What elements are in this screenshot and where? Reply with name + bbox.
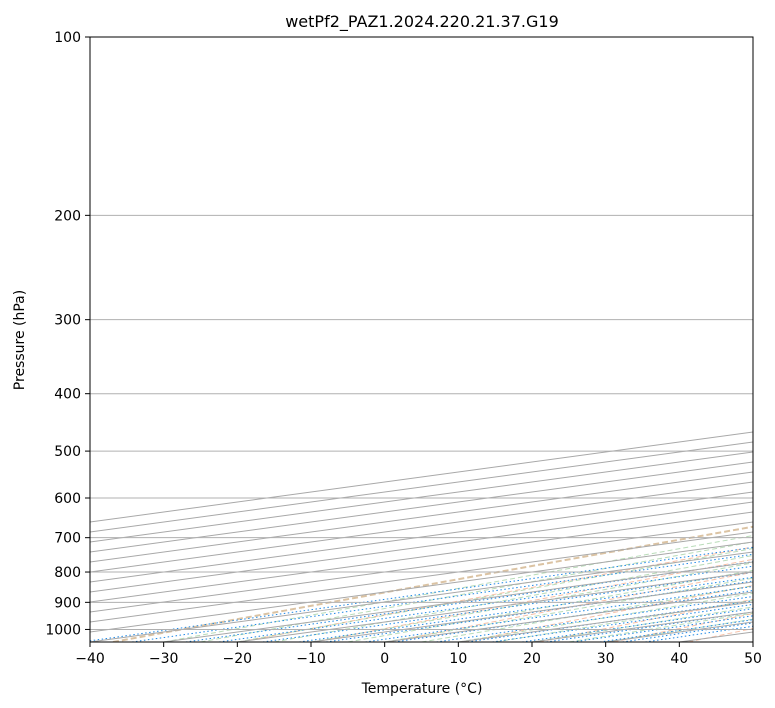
dry-adiabat [763,37,775,642]
dry-adiabat [314,558,753,642]
y-tick-label: 500 [54,444,81,460]
moist-adiabat [568,612,753,642]
isotherm [90,501,753,593]
y-tick-label: 800 [54,565,81,581]
dry-adiabat [389,571,753,642]
dry-adiabat [464,585,753,642]
moist-adiabat [237,548,753,642]
dry-adiabat [239,546,753,642]
isotherm [90,551,753,642]
mixing-ratio-line [436,596,753,642]
y-tick-label: 600 [54,491,81,507]
moist-adiabat [531,606,753,642]
y-tick-label: 900 [54,595,81,611]
mixing-ratio-line [492,603,753,642]
x-tick-label: −20 [223,651,253,667]
isotherm [752,641,753,642]
x-tick-label: 20 [523,651,541,667]
plot-frame [89,36,754,643]
isotherm [90,521,753,613]
dry-adiabat [613,613,753,642]
x-tick-label: 30 [597,651,615,667]
y-axis-label: Pressure (hPa) [12,290,28,390]
y-tick-label: 200 [54,208,81,224]
y-tick-label: 700 [54,531,81,547]
isotherm [384,591,753,642]
reference-curve [112,525,753,642]
moist-adiabat [310,562,753,642]
x-tick-label: −10 [296,651,326,667]
skewed-isotherms [90,431,753,642]
mixing-ratio-line [90,546,753,642]
x-tick-label: 40 [670,651,688,667]
isotherm [605,621,753,642]
x-axis: −40 −30 −20 −10 0 10 20 30 40 50 [75,642,762,667]
mixing-ratio-line [299,576,753,642]
isotherm [531,611,753,642]
x-tick-label: −40 [75,651,105,667]
chart-title: wetPf2_PAZ1.2024.220.21.37.G19 [285,12,559,32]
isotherm [90,541,753,633]
plot-area: 0.10.20.40.611.52346810131620253036 -100… [90,37,775,642]
isotherm [90,451,753,543]
dry-adiabat [538,598,753,642]
moist-adiabat [421,585,753,642]
moist-adiabat [384,577,753,642]
y-tick-label: 1000 [45,622,81,638]
moist-adiabat [200,541,753,642]
moist-adiabat [274,554,753,642]
x-tick-label: 50 [744,651,762,667]
pressure-gridlines [90,37,753,630]
mixing-ratio-line [131,553,753,642]
isotherm [310,581,753,642]
mixing-ratio-line [522,608,753,642]
x-axis-label: Temperature (°C) [361,681,483,697]
y-tick-label: 300 [54,313,81,329]
x-tick-label: 10 [449,651,467,667]
x-tick-label: 0 [380,651,389,667]
isotherm [90,481,753,573]
isotherm [90,511,753,603]
isotherm [90,531,753,623]
dry-adiabats [239,37,775,642]
isotherm [90,461,753,553]
moist-adiabat [347,569,753,642]
moist-adiabat [605,618,753,642]
moist-adiabat [458,592,753,642]
x-tick-label: −30 [149,651,179,667]
isotherm [679,631,753,642]
moist-adiabat [163,535,753,642]
y-tick-label: 100 [54,30,81,46]
y-axis: 100 200 300 400 500 600 700 800 900 1000 [45,30,90,638]
isotherm [90,491,753,583]
moist-adiabats [112,525,753,642]
y-tick-label: 400 [54,387,81,403]
isotherm [90,471,753,563]
